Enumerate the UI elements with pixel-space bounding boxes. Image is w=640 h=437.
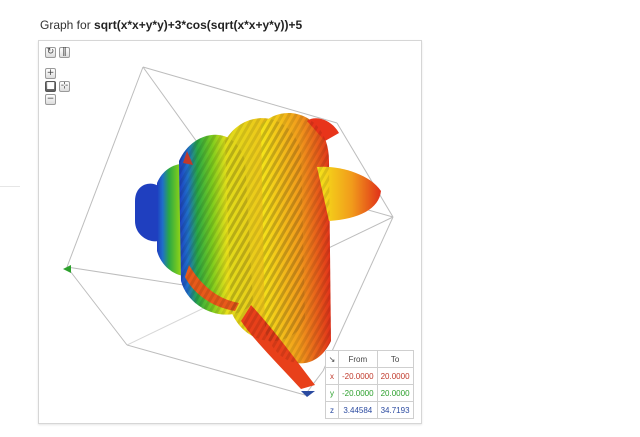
corner-arrow-icon[interactable]: ↘ [325, 350, 339, 368]
surface [135, 113, 381, 389]
zoom-out-label: − [46, 94, 55, 104]
range-header-row: ↘ From To [325, 350, 414, 368]
graph-title-prefix: Graph for [40, 18, 91, 32]
range-axis-y: y [325, 384, 339, 402]
pause-button[interactable]: ‖ [59, 47, 70, 58]
y-axis-arrow [63, 265, 71, 273]
camera-icon: ■ [46, 81, 55, 91]
range-x-from[interactable]: -20.0000 [338, 367, 378, 385]
graph-panel[interactable]: ↻ ‖ + ■ ⊹ − ↘ From To x -20.0000 20.0000… [38, 40, 422, 424]
reset-icon: ↻ [46, 47, 55, 57]
graph-title: Graph for sqrt(x*x+y*y)+3*cos(sqrt(x*x+y… [40, 18, 302, 32]
range-row-x: x -20.0000 20.0000 [325, 367, 414, 385]
range-x-to[interactable]: 20.0000 [376, 367, 414, 385]
z-axis-arrow [301, 391, 315, 397]
range-y-from[interactable]: -20.0000 [338, 384, 378, 402]
axes-toggle-button[interactable]: ⊹ [59, 81, 70, 92]
range-axis-z: z [325, 401, 339, 419]
range-y-to[interactable]: 20.0000 [376, 384, 414, 402]
pause-icon: ‖ [62, 47, 67, 57]
graph-title-expression: sqrt(x*x+y*y)+3*cos(sqrt(x*x+y*y))+5 [94, 18, 303, 32]
range-row-y: y -20.0000 20.0000 [325, 384, 414, 402]
camera-button[interactable]: ■ [45, 81, 56, 92]
range-header-from: From [338, 350, 378, 368]
range-row-z: z 3.44584 34.7193 [325, 401, 414, 419]
range-z-from[interactable]: 3.44584 [338, 401, 378, 419]
range-header-to: To [376, 350, 414, 368]
x-axis-arrow [183, 151, 193, 165]
zoom-in-button[interactable]: + [45, 68, 56, 79]
axis-range-table: ↘ From To x -20.0000 20.0000 y -20.0000 … [325, 350, 414, 419]
reset-view-button[interactable]: ↻ [45, 47, 56, 58]
divider [0, 186, 20, 187]
zoom-in-label: + [46, 68, 55, 78]
range-axis-x: x [325, 367, 339, 385]
range-z-to[interactable]: 34.7193 [376, 401, 414, 419]
axes-icon: ⊹ [60, 81, 69, 91]
zoom-out-button[interactable]: − [45, 94, 56, 105]
surface-plot[interactable] [39, 41, 422, 424]
